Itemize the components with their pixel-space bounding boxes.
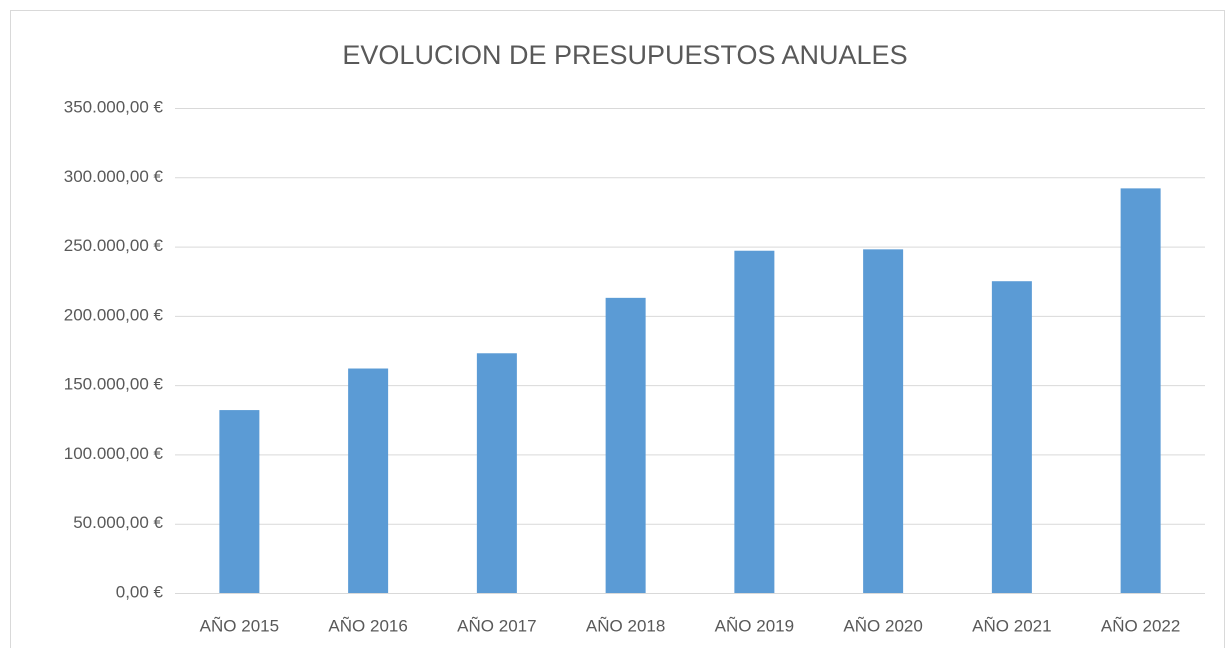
x-tick-label: AÑO 2022 (1101, 616, 1180, 635)
x-tick-label: AÑO 2015 (200, 616, 279, 635)
y-tick-label: 100.000,00 € (64, 444, 164, 463)
bar (605, 297, 646, 593)
bar (1120, 188, 1161, 593)
y-tick-label: 0,00 € (116, 582, 164, 601)
bar (219, 410, 260, 593)
y-tick-label: 300.000,00 € (64, 167, 164, 186)
x-tick-label: AÑO 2021 (972, 616, 1051, 635)
bar (348, 368, 389, 593)
bar (863, 249, 904, 594)
y-tick-label: 250.000,00 € (64, 236, 164, 255)
y-tick-label: 150.000,00 € (64, 375, 164, 394)
y-tick-label: 50.000,00 € (73, 513, 163, 532)
bar (991, 281, 1032, 593)
x-tick-label: AÑO 2018 (586, 616, 665, 635)
x-tick-label: AÑO 2017 (457, 616, 536, 635)
chart-title: EVOLUCION DE PRESUPUESTOS ANUALES (342, 40, 907, 70)
bar (734, 250, 775, 593)
x-tick-label: AÑO 2019 (715, 616, 794, 635)
x-tick-label: AÑO 2016 (328, 616, 407, 635)
x-tick-label: AÑO 2020 (843, 616, 922, 635)
y-tick-label: 350.000,00 € (64, 97, 164, 116)
bar (476, 353, 517, 593)
y-tick-label: 200.000,00 € (64, 305, 164, 324)
